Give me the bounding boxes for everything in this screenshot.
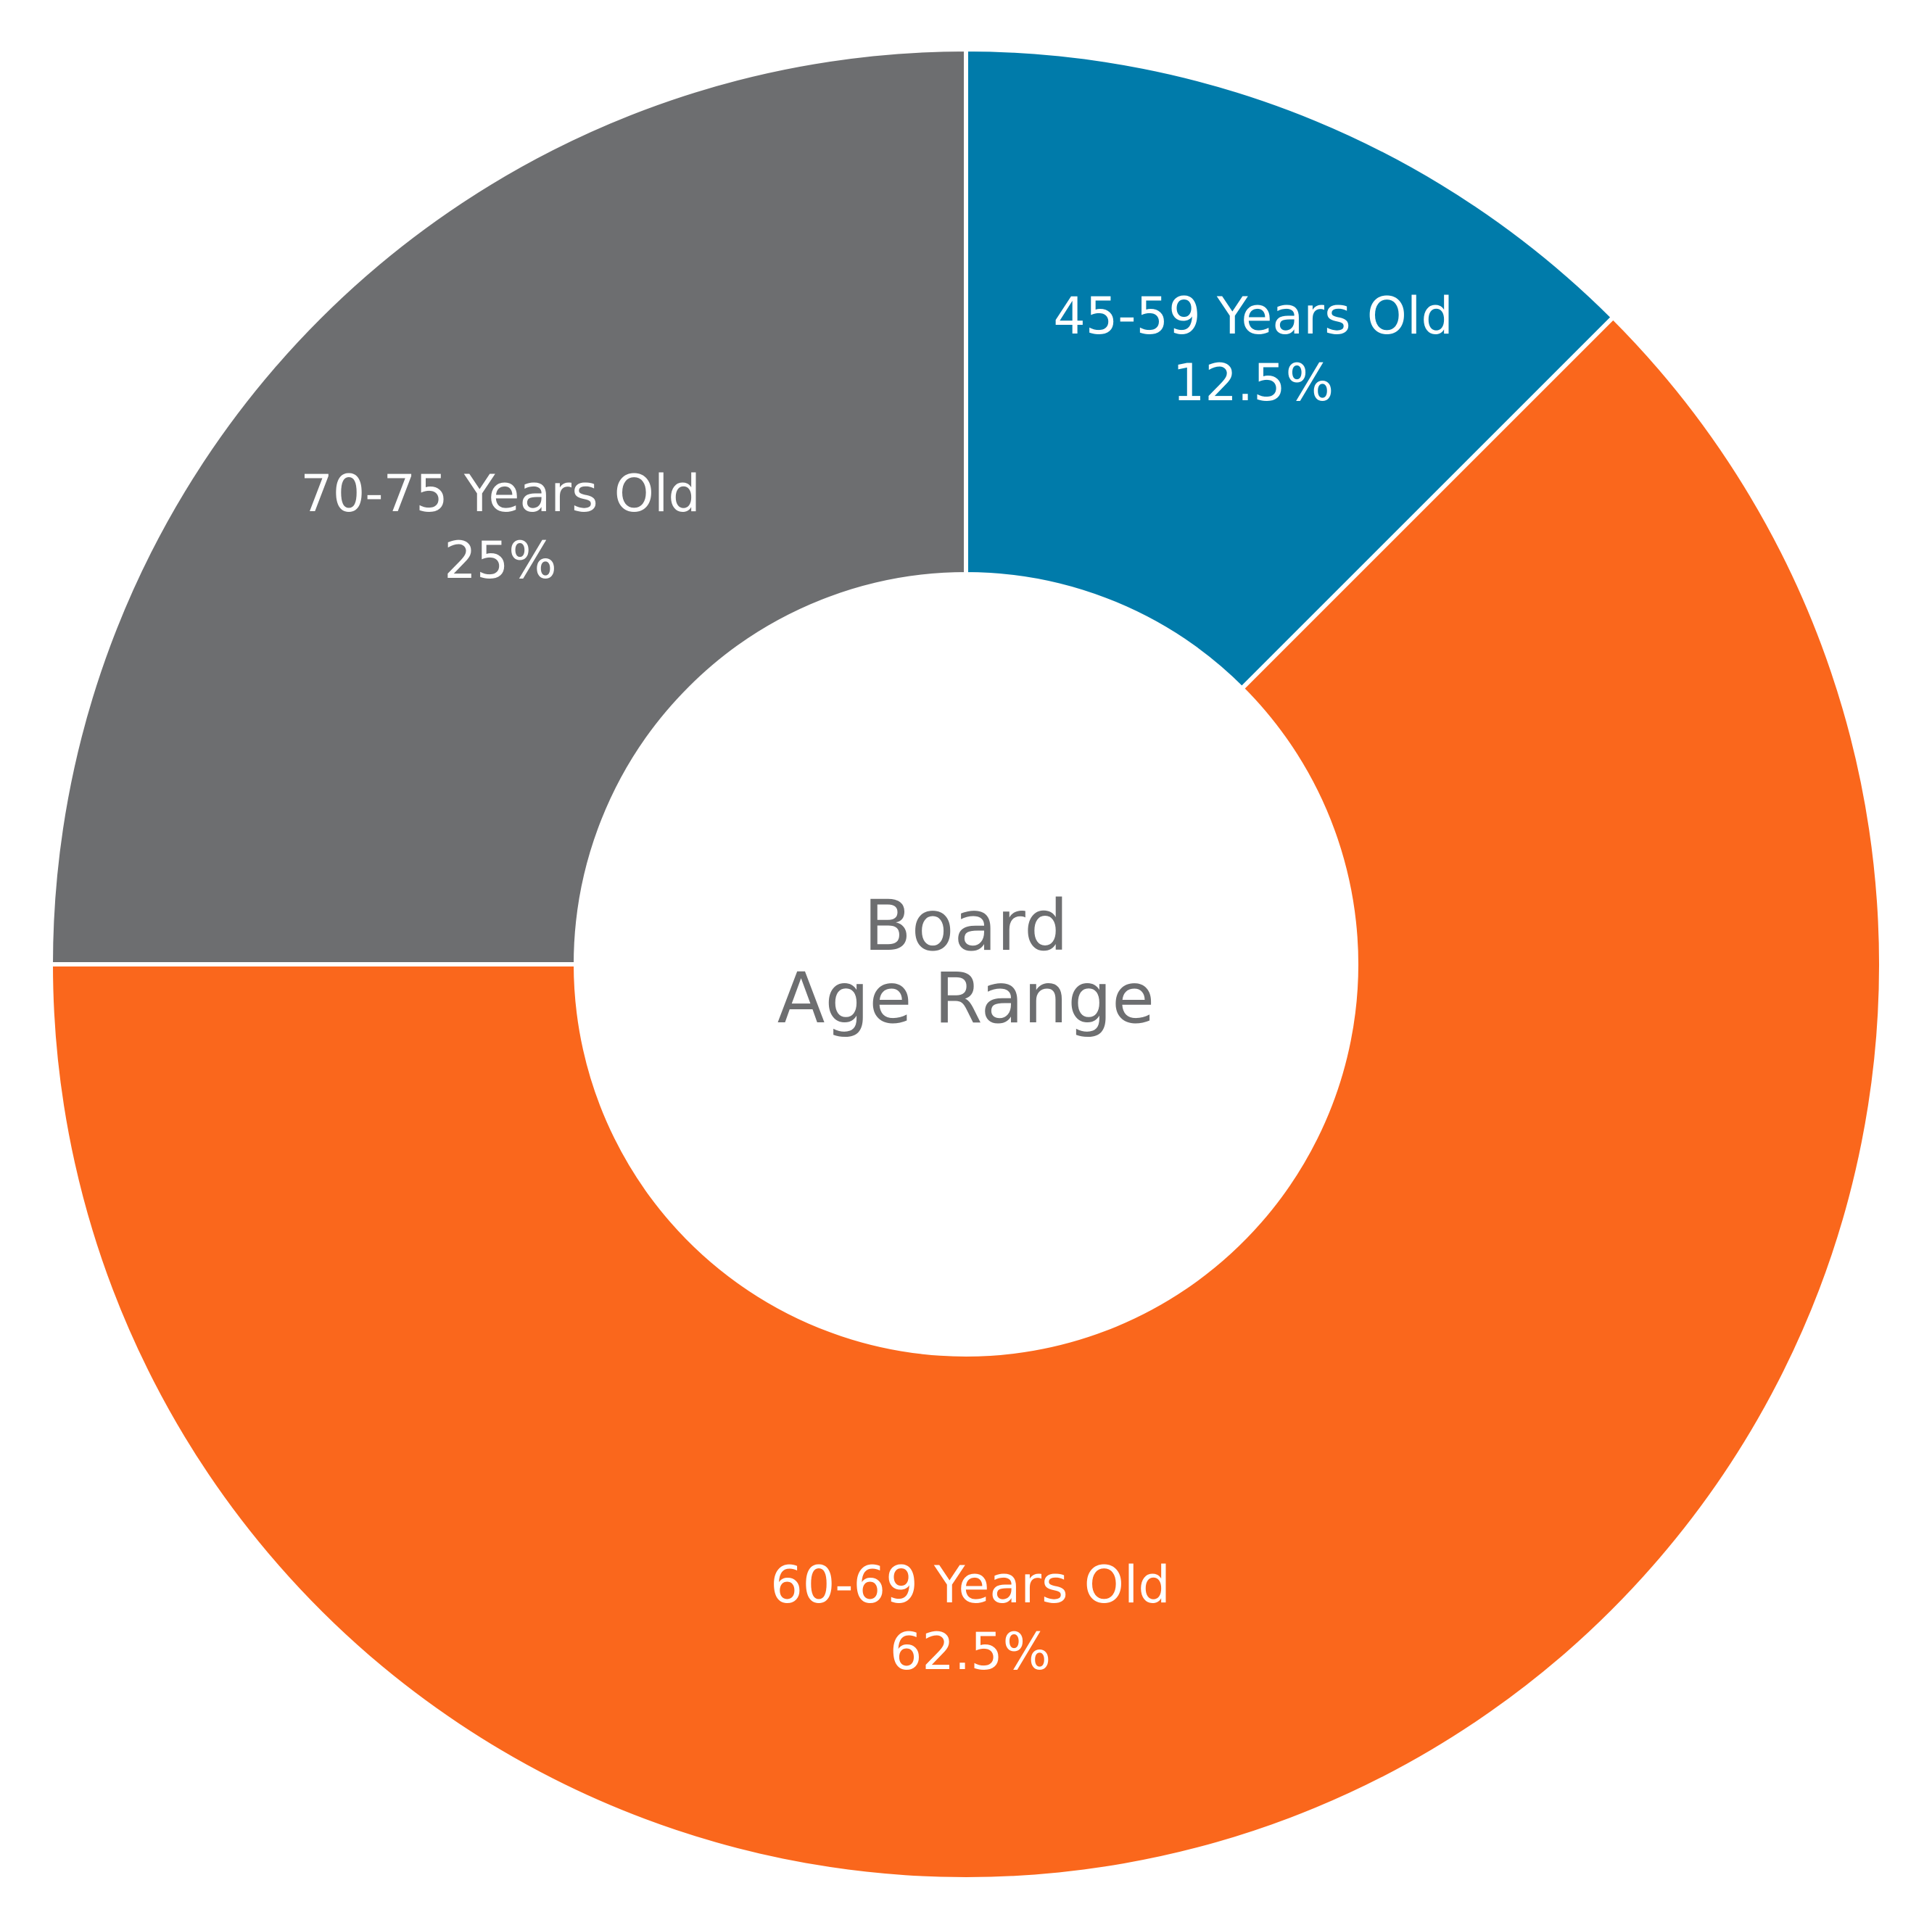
slice-60-69-years-old [48,314,1883,1881]
slice-label-name: 45-59 Years Old [1053,286,1453,346]
labels-group: 45-59 Years Old 12.5% 60-69 Years Old 62.5%… [300,286,1453,1681]
slice-label-name: 70-75 Years Old [300,464,701,523]
center-label-line-2: Age Range [777,958,1155,1039]
slices-group [48,46,1883,1881]
slice-label-name: 60-69 Years Old [770,1555,1171,1615]
slice-label-value: 62.5% [890,1622,1051,1681]
slice-label-value: 25% [444,531,557,590]
slice-70-75-years-old [48,46,968,966]
slice-label-value: 12.5% [1173,353,1334,413]
slice-45-59-years-old [964,46,1617,692]
center-label-line-1: Board [864,885,1068,966]
center-label-group: Board Age Range [777,885,1155,1039]
